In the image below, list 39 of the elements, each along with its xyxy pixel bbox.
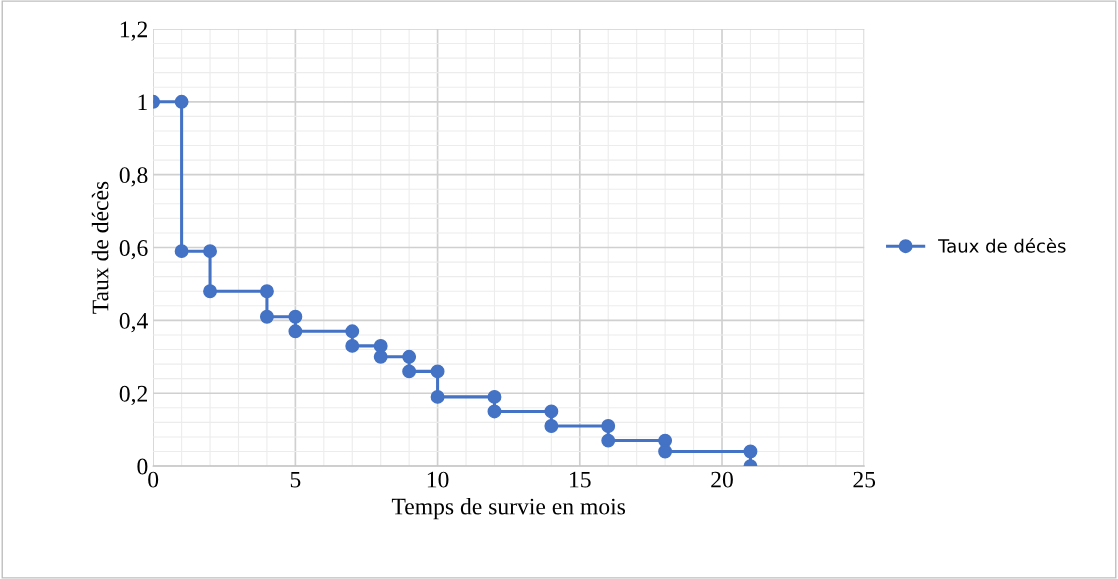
y-tick-label: 1: [138, 94, 147, 110]
point: [259, 309, 274, 324]
point: [487, 389, 502, 404]
point: [288, 324, 303, 339]
x-axis-title: Temps de survie en mois: [391, 497, 626, 520]
y-tick-label: 0,6: [119, 240, 148, 260]
point: [288, 309, 303, 324]
x-tick-label: 15: [570, 471, 591, 488]
point: [345, 324, 360, 339]
point: [658, 444, 673, 459]
point: [345, 338, 360, 353]
point: [544, 404, 559, 419]
point: [174, 244, 189, 259]
point: [743, 444, 758, 459]
point: [601, 419, 616, 433]
point: [373, 349, 388, 364]
point: [203, 244, 217, 259]
point: [601, 433, 616, 448]
x-tick-label: 5: [290, 471, 301, 488]
point: [259, 284, 274, 299]
point: [402, 349, 417, 364]
x-tick-label: 0: [148, 471, 159, 488]
point: [487, 404, 502, 419]
y-tick-label: 0,8: [119, 167, 148, 187]
point: [203, 284, 217, 299]
y-tick-label: 0,2: [119, 385, 147, 406]
legend-label: Taux de décès: [938, 238, 1066, 253]
point: [430, 364, 445, 379]
y-tick-label: 0: [137, 458, 148, 475]
y-tick-label: 0,4: [119, 312, 148, 333]
point: [430, 389, 445, 404]
point: [174, 94, 189, 109]
x-tick-label: 10: [427, 471, 449, 488]
point: [402, 364, 417, 379]
x-tick-label: 25: [853, 471, 876, 488]
y-tick-label: 1,2: [120, 21, 147, 41]
x-tick-label: 20: [711, 471, 733, 488]
point: [544, 419, 559, 433]
y-axis-title: Taux de décès: [91, 181, 109, 314]
